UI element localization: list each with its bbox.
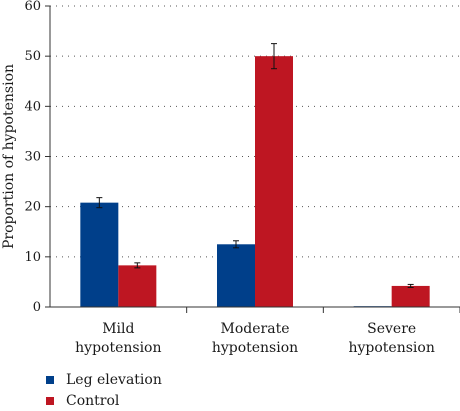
- legend-item-leg-elevation: Leg elevation: [46, 369, 162, 390]
- bars: [80, 56, 430, 307]
- error-bars: [96, 43, 414, 288]
- legend: Leg elevation Control: [46, 369, 162, 411]
- x-category-label-2: Severe hypotension: [348, 321, 434, 356]
- legend-swatch-control: [46, 396, 54, 405]
- error-bar-control-2: [407, 283, 414, 288]
- bar-control-1: [255, 56, 293, 307]
- error-bar-leg-elevation-1: [233, 240, 239, 249]
- bar-control-0: [118, 265, 157, 307]
- y-tick-label-0: 0: [33, 300, 41, 315]
- x-category-label-0: Mild hypotension: [75, 321, 161, 356]
- y-tick-label-60: 60: [24, 0, 41, 14]
- legend-label-leg-elevation: Leg elevation: [66, 371, 162, 388]
- y-axis-title: Proportion of hypotension: [1, 64, 17, 249]
- legend-swatch-leg-elevation: [46, 375, 54, 384]
- y-tick-label-10: 10: [24, 250, 41, 265]
- y-tick-label-30: 30: [24, 150, 41, 165]
- bar-control-2: [391, 285, 430, 307]
- y-tick-labels: 0 10 20 30 40 50 60: [24, 0, 50, 315]
- legend-item-control: Control: [46, 390, 162, 411]
- y-tick-label-50: 50: [24, 49, 41, 64]
- bar-leg-elevation-1: [217, 244, 255, 307]
- x-category-label-1: Moderate hypotension: [212, 321, 298, 356]
- y-tick-label-20: 20: [24, 200, 41, 215]
- error-bar-leg-elevation-0: [96, 197, 103, 209]
- x-category-labels: Mild hypotension Moderate hypotension Severe…: [75, 321, 435, 356]
- error-bar-control-1: [271, 43, 277, 70]
- y-tick-label-40: 40: [24, 99, 41, 114]
- error-bar-control-0: [134, 262, 141, 269]
- legend-label-control: Control: [66, 392, 120, 409]
- bar-leg-elevation-0: [80, 202, 119, 307]
